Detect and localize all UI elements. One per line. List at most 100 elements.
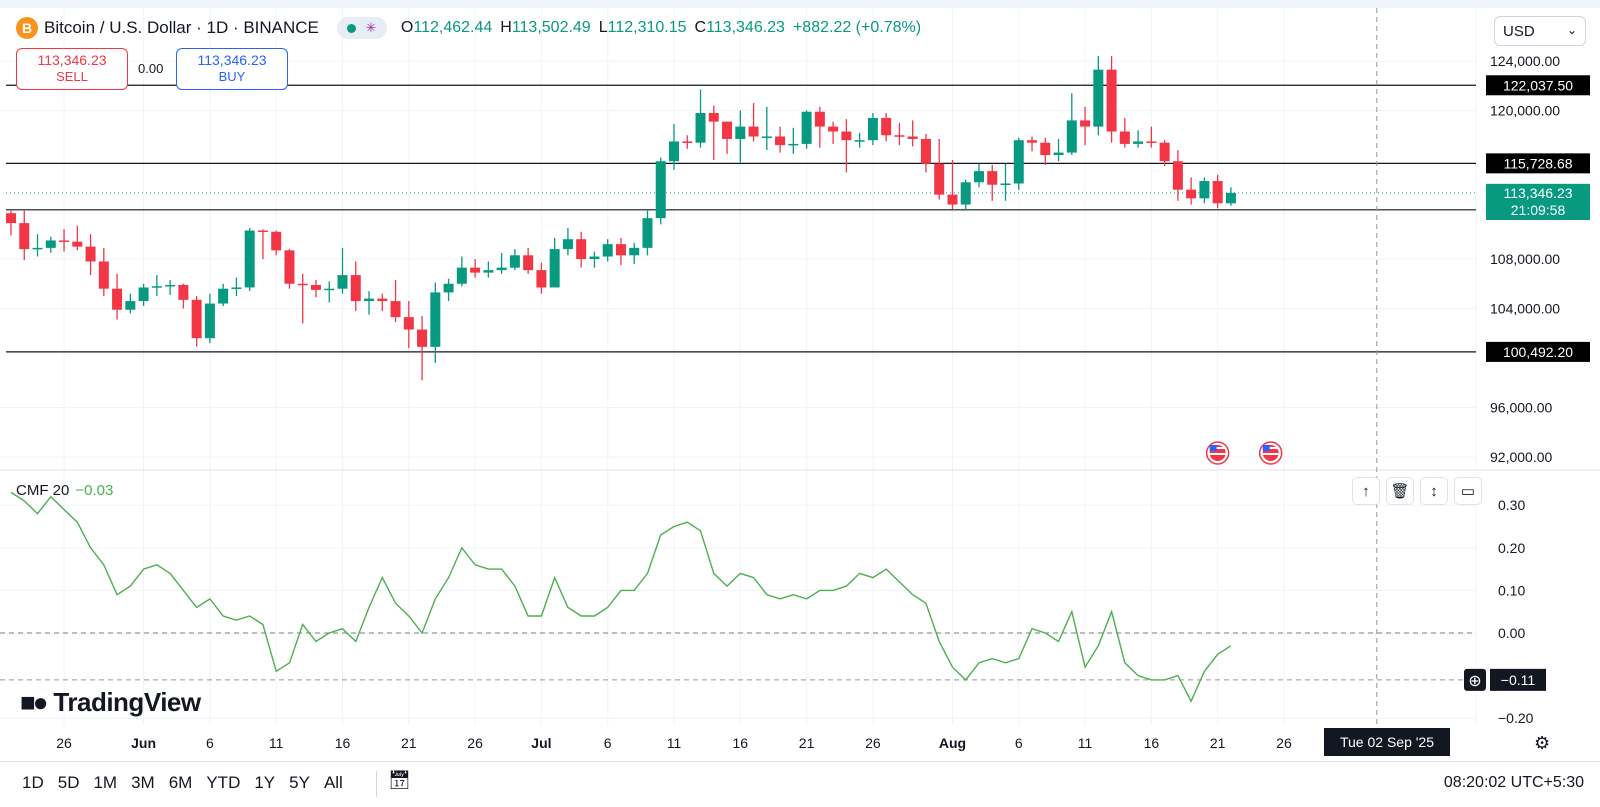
- candle-body: [443, 283, 454, 293]
- x-tick-label: 21: [799, 735, 815, 751]
- candle-body: [629, 247, 640, 256]
- candle-body: [350, 275, 361, 302]
- candle-body: [655, 161, 666, 219]
- range-6m[interactable]: 6M: [168, 773, 193, 792]
- us-flag-canton: [1209, 445, 1217, 451]
- candle-body: [615, 244, 626, 256]
- price-tick-label: 120,000.00: [1490, 103, 1560, 119]
- gear-icon[interactable]: ⚙: [1534, 733, 1551, 753]
- candle-body: [284, 250, 295, 284]
- candle-body: [403, 317, 414, 330]
- collapse-icon[interactable]: ↕: [1420, 477, 1448, 505]
- range-1m[interactable]: 1M: [93, 773, 118, 792]
- us-flag-stripe: [1262, 453, 1279, 455]
- calendar-icon[interactable]: 📅︎: [388, 770, 411, 790]
- range-buttons: 1D 5D 1M 3M 6M YTD 1Y 5Y All: [22, 773, 343, 793]
- candle-body: [271, 231, 282, 251]
- candle-body: [1000, 183, 1011, 186]
- top-border: [0, 0, 1600, 8]
- sell-button[interactable]: 113,346.23 SELL: [16, 48, 128, 90]
- arrow-up-icon[interactable]: ↑: [1352, 477, 1380, 505]
- range-5d[interactable]: 5D: [57, 773, 80, 792]
- maximize-icon[interactable]: ▭: [1454, 477, 1482, 505]
- price-tick-label: 124,000.00: [1490, 53, 1560, 69]
- candle-body: [881, 117, 892, 136]
- cmf-tick-label: 0.30: [1498, 497, 1525, 513]
- candle-body: [310, 284, 321, 290]
- candle-body: [231, 287, 242, 289]
- hline-label: 115,728.68: [1503, 155, 1572, 171]
- price-chart-svg[interactable]: 124,000.00 120,000.00 108,000.00 104,000.00…: [0, 8, 1600, 761]
- market-open-dot: [347, 23, 357, 33]
- currency-select[interactable]: USD ⌄: [1494, 16, 1586, 46]
- candle-body: [934, 163, 945, 195]
- range-3m[interactable]: 3M: [131, 773, 155, 792]
- cmf-series-line: [10, 491, 1232, 703]
- candle-body: [1199, 181, 1210, 199]
- candle-body: [748, 126, 759, 137]
- cmf-tick-label: 0.10: [1498, 582, 1525, 598]
- range-5y[interactable]: 5Y: [289, 773, 310, 792]
- range-all[interactable]: All: [323, 773, 343, 792]
- add-plus-bg: [1464, 668, 1486, 691]
- logo-text: TradingView: [53, 687, 201, 717]
- candle-body: [828, 126, 839, 132]
- hline-label: 100,492.20: [1503, 344, 1573, 360]
- range-ytd[interactable]: YTD: [206, 773, 241, 792]
- candle-body: [562, 239, 573, 250]
- x-tick-label: 11: [269, 735, 284, 751]
- candle-body: [244, 230, 255, 288]
- candle-body: [257, 230, 268, 233]
- x-tick-label: Jun: [131, 735, 156, 751]
- candle-body: [151, 286, 162, 288]
- candle-body: [1080, 120, 1091, 127]
- cmf-legend[interactable]: CMF 20 −0.03: [16, 482, 113, 499]
- share-icon[interactable]: ✳: [365, 20, 377, 35]
- candle-body: [1027, 140, 1038, 143]
- tradingview-logo[interactable]: ■● TradingView: [20, 687, 201, 718]
- us-flag-stripe: [1262, 447, 1279, 449]
- cmf-value: −0.03: [75, 482, 114, 499]
- close-key: C: [694, 19, 707, 36]
- hline-label: 122,037.50: [1503, 77, 1573, 93]
- price-tick-label: 92,000.00: [1490, 449, 1552, 465]
- x-tick-label: 21: [1210, 735, 1226, 751]
- low-key: L: [598, 19, 608, 36]
- candle-body: [390, 301, 401, 318]
- trash-icon[interactable]: 🗑︎: [1386, 477, 1414, 505]
- candle-body: [907, 136, 918, 139]
- hline-label-bg: [1486, 75, 1590, 96]
- candle-body: [1146, 141, 1157, 143]
- x-tick-label: 6: [1015, 735, 1023, 751]
- candle-body: [1013, 140, 1024, 184]
- symbol-status-pill[interactable]: ✳: [336, 17, 387, 39]
- crosshair-value-label: −0.11: [1501, 672, 1536, 688]
- symbol-title[interactable]: Bitcoin / U.S. Dollar · 1D · BINANCE: [44, 18, 319, 37]
- candle-body: [854, 140, 865, 142]
- candle-body: [642, 218, 653, 248]
- toolbar-divider: [376, 771, 377, 797]
- candle-body: [337, 275, 348, 289]
- x-tick-label: 16: [1144, 735, 1160, 751]
- open-key: O: [400, 19, 414, 36]
- x-tick-label: 26: [865, 735, 881, 751]
- range-1y[interactable]: 1Y: [254, 773, 276, 792]
- ohlc-values: O112,462.44 H113,502.49 L112,310.15 C113…: [401, 19, 921, 37]
- candle-body: [32, 247, 43, 250]
- cmf-tick-label: 0.00: [1498, 625, 1525, 641]
- candle-body: [788, 143, 799, 146]
- low-value: 112,310.15: [607, 19, 687, 36]
- candle-body: [19, 223, 30, 250]
- candle-body: [814, 111, 825, 127]
- candle-body: [1053, 152, 1064, 156]
- candle-body: [1212, 181, 1223, 204]
- candle-body: [59, 240, 70, 242]
- sell-price: 113,346.23: [37, 52, 107, 68]
- buy-button[interactable]: 113,346.23 BUY: [176, 48, 288, 90]
- candle-body: [1186, 189, 1197, 199]
- price-tick-label: 108,000.00: [1490, 251, 1560, 267]
- candle-body: [1066, 120, 1077, 153]
- range-1d[interactable]: 1D: [22, 773, 44, 792]
- clock-time[interactable]: 08:20:02 UTC+5:30: [1443, 774, 1584, 791]
- candle-body: [6, 213, 16, 224]
